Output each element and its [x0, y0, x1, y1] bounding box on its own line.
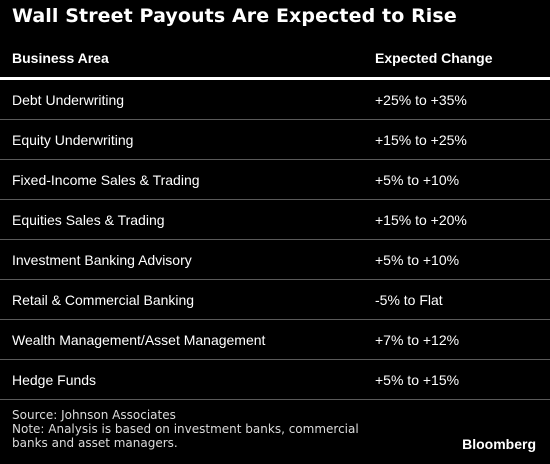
business-area-cell: Retail & Commercial Banking: [12, 292, 195, 308]
table-row: Equities Sales & Trading +15% to +20%: [0, 200, 550, 240]
page-title: Wall Street Payouts Are Expected to Rise: [12, 5, 457, 27]
business-area-cell: Fixed-Income Sales & Trading: [12, 172, 200, 188]
table-row: Wealth Management/Asset Management +7% t…: [0, 320, 550, 360]
business-area-cell: Equity Underwriting: [12, 132, 134, 148]
analysis-note-line-1: Note: Analysis is based on investment ba…: [12, 422, 359, 436]
business-area-cell: Hedge Funds: [12, 372, 97, 388]
source-note: Source: Johnson Associates: [12, 408, 176, 422]
expected-change-cell: +5% to +10%: [375, 252, 460, 268]
header-expected-change: Expected Change: [375, 50, 493, 66]
header-business-area: Business Area: [12, 50, 109, 66]
expected-change-cell: +15% to +25%: [375, 132, 467, 148]
table-row: Debt Underwriting +25% to +35%: [0, 80, 550, 120]
table-body: Debt Underwriting +25% to +35% Equity Un…: [0, 80, 550, 400]
expected-change-cell: +25% to +35%: [375, 92, 467, 108]
table-row: Investment Banking Advisory +5% to +10%: [0, 240, 550, 280]
expected-change-cell: +7% to +12%: [375, 332, 460, 348]
expected-change-cell: +15% to +20%: [375, 212, 467, 228]
expected-change-cell: +5% to +15%: [375, 372, 460, 388]
business-area-cell: Investment Banking Advisory: [12, 252, 192, 268]
business-area-cell: Equities Sales & Trading: [12, 212, 165, 228]
table-row: Hedge Funds +5% to +15%: [0, 360, 550, 400]
header-divider: [0, 77, 550, 80]
table-row: Equity Underwriting +15% to +25%: [0, 120, 550, 160]
table-row: Retail & Commercial Banking -5% to Flat: [0, 280, 550, 320]
business-area-cell: Wealth Management/Asset Management: [12, 332, 266, 348]
table-header: Business Area Expected Change: [12, 50, 538, 66]
brand-logo: Bloomberg: [462, 436, 536, 452]
footnote: Source: Johnson Associates Note: Analysi…: [12, 408, 432, 450]
expected-change-cell: -5% to Flat: [375, 292, 443, 308]
business-area-cell: Debt Underwriting: [12, 92, 125, 108]
table-row: Fixed-Income Sales & Trading +5% to +10%: [0, 160, 550, 200]
expected-change-cell: +5% to +10%: [375, 172, 460, 188]
analysis-note-line-2: banks and asset managers.: [12, 436, 178, 450]
